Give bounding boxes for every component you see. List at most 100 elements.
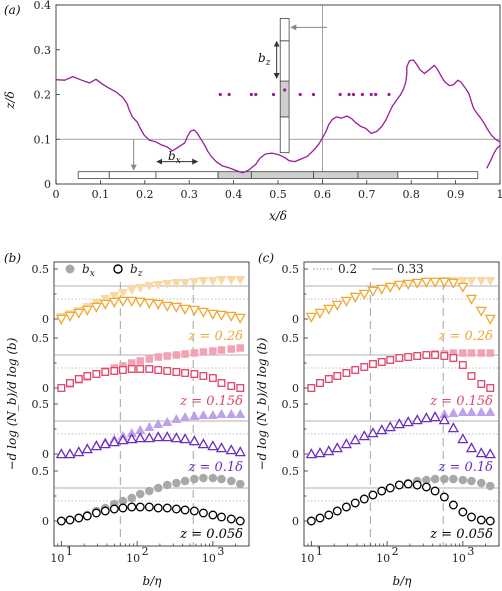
bz-point	[56, 516, 66, 526]
panel-label-a: (a)	[4, 3, 21, 17]
bz-point	[234, 446, 246, 457]
y-tick-label: 0.5	[282, 263, 300, 276]
y-tick-label: 0.5	[32, 465, 50, 478]
x-tick-label: 0.8	[402, 188, 420, 201]
bz-point	[161, 431, 173, 442]
bz-point	[430, 486, 440, 496]
bz-point	[484, 448, 496, 459]
bz-point	[118, 366, 127, 374]
legend-dotted-label: 0.2	[338, 262, 357, 276]
bx-point	[448, 408, 459, 417]
y-tick-label: 0.5	[282, 465, 300, 478]
bz-point	[422, 351, 431, 359]
crossing-dot	[338, 92, 342, 97]
panel-a-ticks: 0 0.1 0.2 0.3 0.4 0.5 0.6 0.7 0.8 0.9 1 0 0.1 0.2 0.3 0…	[34, 0, 502, 201]
bx-point	[199, 473, 208, 483]
y-tick-label: 0	[42, 448, 49, 461]
bx-point	[430, 474, 440, 484]
bz-point	[197, 438, 209, 449]
bz-point	[440, 352, 449, 360]
bz-point	[134, 297, 146, 308]
bz-point	[152, 299, 164, 310]
bz-point	[350, 498, 360, 508]
bx-point	[199, 348, 208, 356]
bx-point	[126, 428, 137, 437]
bz-point	[340, 296, 352, 307]
bz-annotation: bz	[258, 51, 271, 68]
crossing-dot	[369, 92, 373, 97]
panel-b-xlabel: b/η	[143, 574, 163, 588]
interface-line	[55, 59, 501, 174]
y-tick-label: 0.5	[282, 332, 300, 345]
bz-point	[108, 436, 120, 447]
bx-point	[100, 295, 111, 304]
y-tick-label: 0.5	[32, 263, 50, 276]
bz-point	[226, 514, 236, 524]
bz-point	[438, 414, 450, 425]
bz-point	[349, 434, 361, 445]
bx-point	[126, 286, 137, 295]
bz-point	[486, 384, 495, 392]
x-tick-exponent: 3	[217, 545, 224, 558]
vertical-box	[279, 40, 290, 82]
horizontal-box	[313, 171, 359, 179]
bx-point	[172, 351, 181, 359]
bx-point	[457, 407, 468, 416]
bz-point	[74, 375, 83, 383]
bz-point	[449, 354, 458, 362]
bz-point	[315, 513, 325, 523]
bx-point	[145, 355, 154, 363]
bz-point	[99, 438, 111, 449]
horizontal-box	[250, 171, 314, 179]
bz-point	[368, 360, 377, 368]
bx-point	[476, 407, 487, 416]
bz-point	[431, 351, 440, 359]
bz-point	[225, 444, 237, 455]
vertical-box	[279, 116, 290, 154]
group-label: z = 0.15δ	[429, 394, 493, 409]
bz-point	[351, 366, 360, 374]
crossing-dot	[360, 92, 364, 97]
bx-point	[153, 483, 163, 493]
bx-point	[171, 414, 182, 423]
legend-solid-label: 0.33	[397, 262, 424, 276]
x-tick-label: 10	[202, 552, 216, 565]
y-tick-label: 0	[292, 515, 299, 528]
interface-curve	[55, 59, 501, 174]
bx-point	[459, 349, 467, 357]
bz-point	[152, 431, 164, 442]
bz-point	[100, 506, 110, 516]
bz-point	[199, 372, 208, 380]
bz-point	[179, 433, 191, 444]
x-tick-label: 0	[53, 188, 60, 201]
panel-a-frame	[55, 4, 501, 185]
bz-point	[323, 445, 335, 456]
bx-point	[217, 346, 226, 354]
bx-point	[226, 476, 236, 486]
bx-point	[457, 277, 468, 286]
panel-c-xlabel: b/η	[393, 574, 413, 588]
bz-point	[90, 302, 102, 313]
horizontal-box	[437, 171, 479, 179]
bz-point	[458, 507, 468, 517]
crossing-dot	[347, 92, 351, 97]
bz-point	[384, 282, 396, 293]
y-tick-label: 0	[42, 313, 49, 326]
bz-point	[197, 307, 209, 318]
bz-point	[81, 305, 93, 316]
x-tick-exponent: 2	[392, 545, 399, 558]
bx-point	[485, 481, 495, 491]
bx-point	[486, 349, 495, 357]
bz-point	[57, 384, 66, 392]
panel-label-b: (b)	[4, 251, 21, 265]
bx-point	[217, 474, 226, 484]
bx-point	[467, 349, 476, 357]
crossing-dot	[227, 92, 231, 97]
bz-point	[306, 516, 316, 526]
bx-point	[439, 409, 450, 418]
bx-point	[207, 410, 218, 419]
bx-point	[153, 419, 164, 428]
bz-point	[117, 296, 129, 307]
bz-point	[331, 300, 343, 311]
